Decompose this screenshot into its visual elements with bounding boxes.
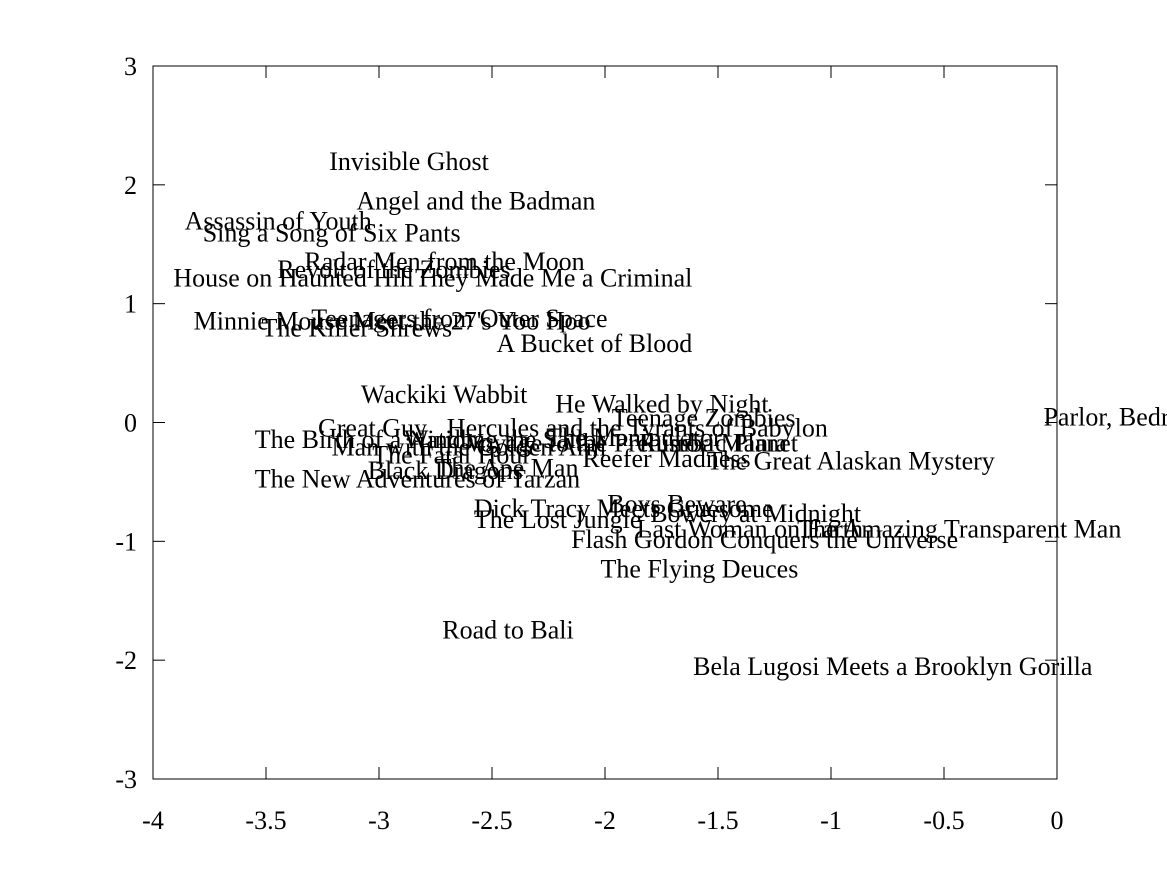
point-label: Rumba Mania bbox=[639, 429, 787, 458]
axis-ticks bbox=[152, 65, 1058, 780]
point-label: Last Woman on Earth bbox=[637, 514, 863, 543]
x-tick-label: -2.5 bbox=[471, 806, 512, 835]
x-tick-label: -1.5 bbox=[697, 806, 738, 835]
point-label: The Great Alaskan Mystery bbox=[707, 447, 995, 476]
x-tick-label: -2 bbox=[594, 806, 616, 835]
point-label: The Fatal Hour bbox=[372, 441, 531, 470]
point-label: Parlor, Bedroom and Bath bbox=[1043, 403, 1167, 432]
point-label: The Manipulator bbox=[546, 423, 722, 452]
point-label: Road to Bali bbox=[442, 615, 573, 644]
point-label: The Flying Deuces bbox=[600, 555, 798, 584]
point-label: Teenagers from Outer Space bbox=[311, 304, 607, 333]
point-label: Man with the Golden Arm bbox=[332, 432, 606, 461]
point-label: Radar Men from the Moon bbox=[304, 247, 584, 276]
x-tick-label: 0 bbox=[1051, 806, 1064, 835]
point-label: The Killer Shrews bbox=[261, 313, 452, 342]
point-label: Sing a Song of Six Pants bbox=[203, 218, 461, 247]
point-label: The Ape Man bbox=[436, 454, 579, 483]
point-label: Black Dragons bbox=[368, 456, 523, 485]
point-label: A Bucket of Blood bbox=[497, 329, 693, 358]
point-label: The Lost Jungle bbox=[474, 505, 642, 534]
point-label: The Birth of a Nation bbox=[255, 425, 479, 454]
point-label: Angel and the Badman bbox=[356, 186, 595, 215]
point-label: Wackiki Wabbit bbox=[361, 380, 528, 409]
point-label: Teenage Zombies bbox=[612, 404, 796, 433]
point-label: They Made Me a Criminal bbox=[415, 264, 692, 293]
point-label: Bela Lugosi Meets a Brooklyn Gorilla bbox=[693, 652, 1093, 681]
point-label: Flash Gordon Conquers the Universe bbox=[571, 525, 958, 554]
point-label: Assassin of Youth bbox=[185, 206, 372, 235]
y-axis-tick-labels: -3 -2 -1 0 1 2 3 bbox=[115, 52, 137, 794]
y-tick-label: 2 bbox=[124, 171, 137, 200]
x-axis-tick-labels: -4 -3.5 -3 -2.5 -2 -1.5 -1 -0.5 0 bbox=[142, 806, 1063, 835]
point-label: Invisible Ghost bbox=[329, 147, 489, 176]
point-label: House on Haunted Hill bbox=[173, 264, 413, 293]
point-label: Voyage to the Prehistoric Planet bbox=[465, 429, 799, 458]
point-label: Great Guy bbox=[318, 413, 427, 442]
point-label: Reefer Madness bbox=[582, 444, 750, 473]
y-tick-label: -3 bbox=[115, 765, 137, 794]
y-tick-label: -1 bbox=[115, 527, 137, 556]
point-label: The New Adventures of Tarzan bbox=[255, 464, 580, 493]
point-label: Windbag the Sailor bbox=[404, 425, 605, 454]
point-label: Bowery at Midnight bbox=[650, 499, 862, 528]
point-label: Revolt of the Zombies bbox=[277, 255, 510, 284]
point-label: Minnie Mouse Meet the 27's Yoo Hoo bbox=[194, 306, 591, 335]
y-tick-label: 1 bbox=[124, 290, 137, 319]
point-label: Hercules and the Tyrants of Babylon bbox=[447, 413, 828, 442]
x-tick-label: -0.5 bbox=[923, 806, 964, 835]
y-tick-label: -2 bbox=[115, 646, 137, 675]
x-tick-label: -4 bbox=[142, 806, 164, 835]
point-label: Dick Tracy Meets Gruesome bbox=[474, 494, 774, 523]
point-label: The Amazing Transparent Man bbox=[797, 514, 1121, 543]
point-labels: Invisible Ghost Angel and the BadmanAssas… bbox=[173, 147, 1167, 681]
x-tick-label: -3 bbox=[368, 806, 390, 835]
point-label: He Walked by Night bbox=[555, 389, 769, 418]
x-tick-label: -1 bbox=[820, 806, 842, 835]
x-tick-label: -3.5 bbox=[245, 806, 286, 835]
point-label: Boys Beware bbox=[607, 489, 746, 518]
y-tick-label: 3 bbox=[124, 52, 137, 81]
y-tick-label: 0 bbox=[124, 409, 137, 438]
